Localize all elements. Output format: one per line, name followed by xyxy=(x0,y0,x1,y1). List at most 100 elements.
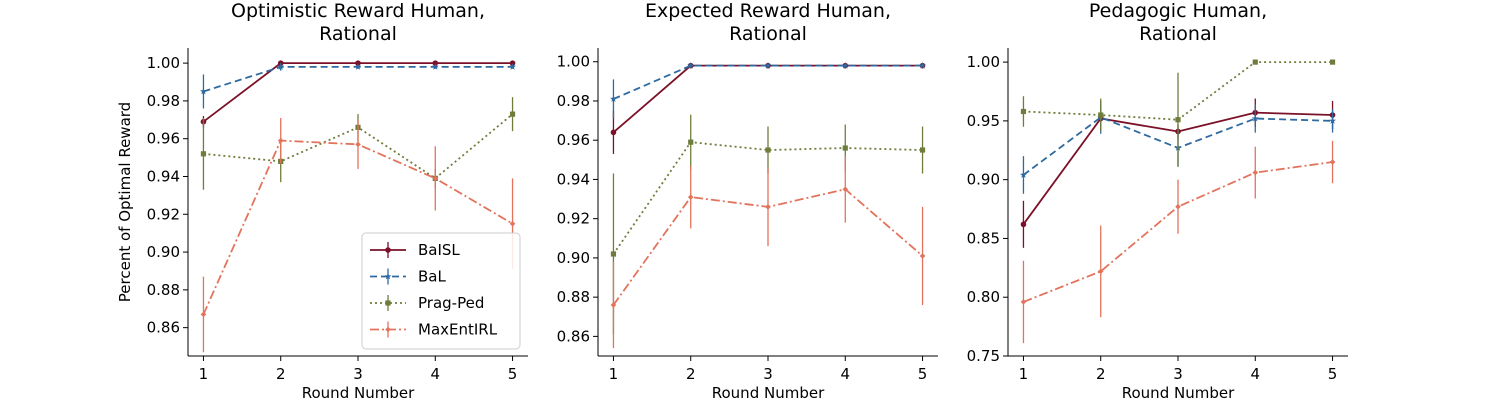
chart-title-line-2: Rational xyxy=(319,23,397,45)
data-point xyxy=(1175,117,1181,123)
data-point xyxy=(765,204,771,210)
y-tick-label: 1.00 xyxy=(147,54,180,72)
chart-panel-3: Pedagogic Human,Rational 0.75 0.80 0.85 0.90… xyxy=(967,0,1348,400)
legend-item-prag-ped: Prag-Ped xyxy=(370,294,484,312)
series-prag-ped xyxy=(1020,59,1336,167)
data-point xyxy=(919,147,926,153)
data-point xyxy=(1098,112,1104,118)
y-tick-label: 0.96 xyxy=(147,130,180,148)
data-point xyxy=(764,62,772,69)
data-point xyxy=(1097,268,1104,275)
y-tick-label: 0.94 xyxy=(557,170,590,188)
y-tick-label: 0.92 xyxy=(557,210,590,228)
x-tick-label: 5 xyxy=(508,365,518,383)
series-line xyxy=(203,66,513,93)
data-point xyxy=(1020,171,1027,178)
x-tick-label: 4 xyxy=(840,365,850,383)
legend-label: Prag-Ped xyxy=(418,294,484,312)
data-point xyxy=(610,95,617,102)
legend-marker xyxy=(384,272,392,280)
series-line xyxy=(613,64,923,100)
data-point xyxy=(1020,108,1027,115)
y-tick-label: 0.75 xyxy=(967,347,1000,365)
data-point xyxy=(1175,203,1181,210)
data-point xyxy=(842,186,849,193)
x-axis-label: Round Number xyxy=(1122,384,1235,400)
data-point xyxy=(200,87,207,95)
series-line xyxy=(203,113,514,180)
data-point xyxy=(200,311,207,318)
y-axis-label: Percent of Optimal Reward xyxy=(116,102,134,302)
y-tick-label: 0.85 xyxy=(967,229,1000,247)
data-point xyxy=(1251,114,1259,122)
series-line xyxy=(1023,61,1333,121)
x-tick-label: 2 xyxy=(686,365,696,383)
x-axis-label: Round Number xyxy=(712,384,825,400)
series-maxentirl xyxy=(200,117,516,353)
x-tick-label: 4 xyxy=(430,365,440,383)
data-point xyxy=(610,302,617,308)
chart-title-line-2: Rational xyxy=(729,23,807,45)
data-point xyxy=(842,145,848,151)
x-tick-label: 4 xyxy=(1250,365,1260,383)
legend-label: BaISL xyxy=(418,241,460,259)
x-axis-label: Round Number xyxy=(302,384,415,400)
y-tick-label: 0.92 xyxy=(147,205,180,223)
y-tick-label: 0.86 xyxy=(557,327,590,345)
series-maxentirl xyxy=(1020,140,1336,344)
series-line xyxy=(612,64,923,134)
x-tick-label: 5 xyxy=(918,365,928,383)
x-tick-label: 1 xyxy=(199,365,209,383)
legend-item-maxentirl: MaxEntIRL xyxy=(370,321,498,339)
data-point xyxy=(610,129,617,136)
y-tick-label: 0.88 xyxy=(147,281,180,299)
data-point xyxy=(1020,299,1027,305)
y-tick-label: 0.98 xyxy=(147,92,180,110)
y-tick-label: 0.88 xyxy=(557,288,590,306)
data-point xyxy=(509,220,516,227)
data-point xyxy=(765,147,771,153)
y-tick-label: 0.98 xyxy=(557,92,590,110)
data-point xyxy=(610,251,617,257)
x-tick-label: 2 xyxy=(1096,365,1106,383)
data-point xyxy=(688,139,694,145)
x-tick-label: 2 xyxy=(276,365,286,383)
data-point xyxy=(1252,59,1258,65)
data-point xyxy=(687,62,695,69)
data-point xyxy=(355,141,361,148)
y-tick-label: 0.95 xyxy=(967,112,1000,130)
legend: BaISL BaL Prag-Ped MaxEntIRL xyxy=(361,232,521,350)
data-point xyxy=(432,175,439,182)
data-point xyxy=(919,253,926,259)
y-tick-label: 0.94 xyxy=(147,167,180,185)
data-point xyxy=(509,111,516,117)
series-maxentirl xyxy=(610,155,926,349)
y-tick-label: 1.00 xyxy=(557,53,590,71)
x-tick-label: 1 xyxy=(609,365,619,383)
legend-item-baisl: BaISL xyxy=(370,241,460,259)
legend-box xyxy=(361,232,521,350)
series-line xyxy=(202,62,513,123)
legend-marker xyxy=(385,247,391,253)
x-tick-label: 5 xyxy=(1328,365,1338,383)
legend-label: BaL xyxy=(418,268,446,286)
chart-title-line-2: Rational xyxy=(1139,23,1217,45)
series-line xyxy=(612,141,923,255)
data-point xyxy=(919,62,926,69)
y-tick-label: 0.90 xyxy=(147,243,180,261)
data-point xyxy=(354,63,362,70)
y-tick-label: 0.90 xyxy=(967,171,1000,189)
data-point xyxy=(277,63,285,70)
data-point xyxy=(431,63,439,70)
y-tick-label: 0.96 xyxy=(557,131,590,149)
x-tick-label: 3 xyxy=(763,365,773,383)
data-point xyxy=(509,60,516,66)
chart-panel-2: Expected Reward Human,Rational 0.86 0.88 0.… xyxy=(557,0,938,400)
data-point xyxy=(1252,169,1259,176)
x-tick-label: 3 xyxy=(353,365,363,383)
data-point xyxy=(687,194,694,200)
data-point xyxy=(1329,159,1336,165)
chart-title-line-1: Optimistic Reward Human, xyxy=(231,0,485,22)
series-bal xyxy=(200,63,516,109)
